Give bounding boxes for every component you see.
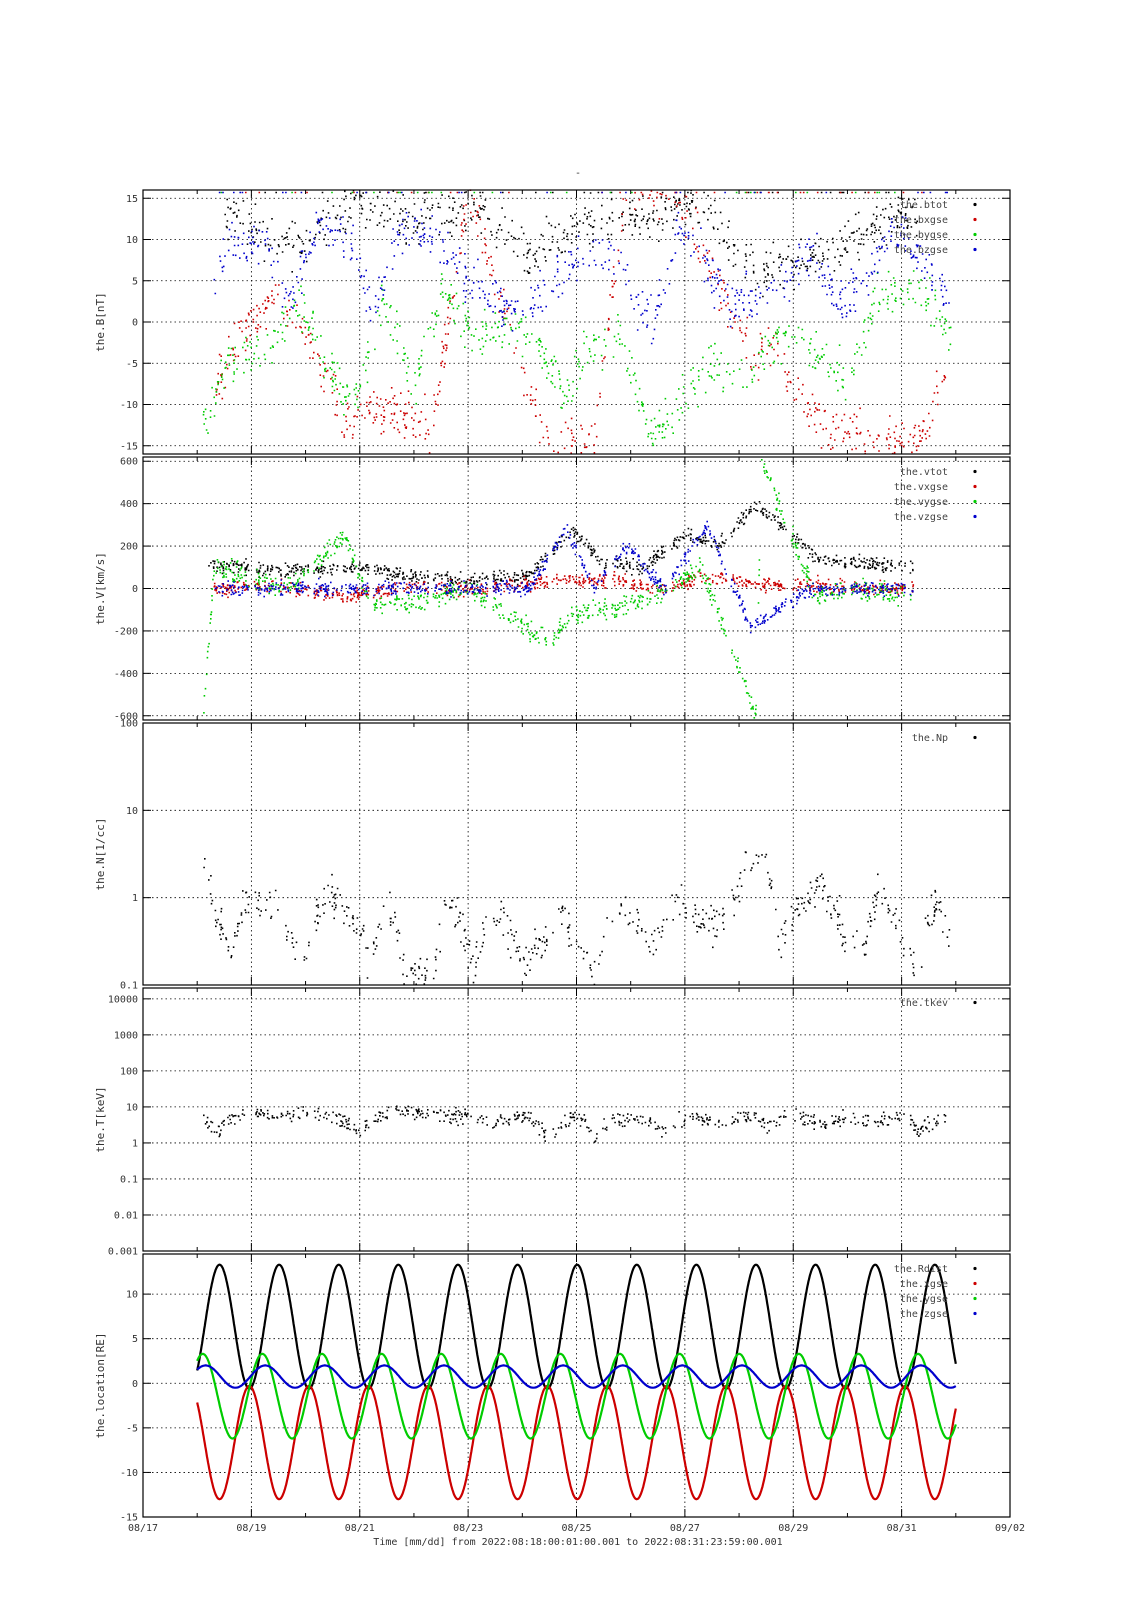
series-points-the-vzgse (214, 520, 914, 634)
y-tick-label: 0.1 (120, 980, 138, 991)
y-tick-label: 0 (132, 1379, 138, 1390)
legend-entry-the-vzgse: the.vzgse (894, 512, 948, 523)
x-tick-label: 09/02 (995, 1523, 1025, 1534)
legend-marker (973, 1311, 977, 1316)
x-tick-label: 08/21 (345, 1523, 375, 1534)
y-tick-label: 600 (120, 457, 138, 468)
panel-4: 10000 1000 100 10 1 0.1 0.01 0.001 the.T[keV] the… (94, 987, 1011, 1257)
y-axis-label: the.N[1/cc] (94, 818, 107, 891)
y-tick-label: 0.001 (108, 1246, 138, 1257)
x-axis: 08/17 08/19 08/21 08/23 08/25 08/27 08/29 08/31… (128, 1523, 1025, 1534)
y-tick-label: 100 (120, 1066, 138, 1077)
y-tick-label: -10 (120, 400, 138, 411)
legend-entry-the-Rdist: the.Rdist (894, 1264, 948, 1275)
panel-3: 100 10 1 0.1 the.N[1/cc] the.Np (94, 719, 1011, 991)
legend-marker (973, 499, 977, 504)
legend-marker (973, 1000, 977, 1005)
legend-marker (973, 1296, 977, 1301)
y-tick-label: 5 (132, 276, 138, 287)
x-tick-label: 08/27 (670, 1523, 700, 1534)
legend-marker (973, 1266, 977, 1271)
page-title-mark: - (575, 168, 581, 179)
legend-marker (973, 469, 977, 474)
y-tick-label: 10 (126, 1102, 138, 1113)
legend-marker (973, 217, 977, 222)
x-tick-label: 08/23 (453, 1523, 483, 1534)
series-line-the-zgse (196, 1364, 957, 1389)
legend-entry-the-vtot: the.vtot (900, 467, 948, 478)
y-tick-label: 0.01 (114, 1210, 138, 1221)
x-tick-label: 08/17 (128, 1523, 158, 1534)
y-tick-label: 100 (120, 719, 138, 730)
y-tick-label: 15 (126, 194, 138, 205)
y-tick-label: 0 (132, 584, 138, 595)
y-tick-label: 200 (120, 542, 138, 553)
y-tick-label: -600 (114, 711, 138, 722)
y-axis-label: the.location[RE] (94, 1333, 107, 1439)
panel-2: 600 400 200 0 -200 -400 -600 the.V[km/s] the.vto… (94, 456, 1011, 722)
legend-entry-the-tkev: the.tkev (900, 998, 948, 1009)
y-axis-label: the.V[km/s] (94, 552, 107, 625)
series-line-the-Rdist (196, 1263, 957, 1390)
panel-1-data (202, 189, 952, 455)
legend-entry-the-xgse: the.xgse (900, 1279, 948, 1290)
series-points-the-bygse (202, 191, 952, 447)
x-tick-label: 08/29 (778, 1523, 808, 1534)
legend-marker (973, 232, 977, 237)
panel-1: 15 10 5 0 -5 -10 -15 the.B[nT] the.btot the.bxgse… (94, 189, 1011, 455)
x-tick-label: 08/19 (236, 1523, 266, 1534)
legend-entry-the-bygse: the.bygse (894, 230, 948, 241)
panel-2-data (203, 459, 915, 719)
panels: 151050-5-10-15the.B[nT]the.btotthe.bxgse… (94, 189, 1011, 1524)
series-line-the-ygse (196, 1352, 957, 1440)
y-tick-label: 400 (120, 499, 138, 510)
y-tick-label: 0 (132, 318, 138, 329)
y-tick-label: 1 (132, 893, 138, 904)
y-tick-label: 10 (126, 806, 138, 817)
series-points-the-Np (203, 851, 951, 986)
y-tick-label: 10 (126, 235, 138, 246)
y-axis-label: the.B[nT] (94, 292, 107, 352)
legend-entry-the-zgse: the.zgse (900, 1309, 948, 1320)
panel-5-data (196, 1263, 957, 1501)
y-tick-label: 1000 (114, 1030, 138, 1041)
y-tick-label: -10 (120, 1468, 138, 1479)
legend-marker (973, 735, 977, 740)
panel-4-data (203, 1105, 947, 1143)
x-axis-title: Time [mm/dd] from 2022:08:18:00:01:00.00… (373, 1537, 782, 1548)
panel-3-data (203, 851, 951, 986)
x-tick-label: 08/31 (887, 1523, 917, 1534)
legend-entry-the-vxgse: the.vxgse (894, 482, 948, 493)
legend-marker (973, 1281, 977, 1286)
legend-marker (973, 202, 977, 207)
y-tick-label: -15 (120, 1513, 138, 1524)
legend-marker (973, 247, 977, 252)
y-tick-label: 10000 (108, 994, 138, 1005)
series-line-the-xgse (196, 1384, 957, 1501)
legend-entry-the-bzgse: the.bzgse (894, 245, 948, 256)
legend-entry-the-bxgse: the.bxgse (894, 215, 948, 226)
y-tick-label: 1 (132, 1138, 138, 1149)
y-tick-label: -5 (126, 1423, 138, 1434)
series-points-the-tkev (203, 1105, 947, 1143)
y-tick-label: 10 (126, 1290, 138, 1301)
y-tick-label: 0.1 (120, 1174, 138, 1185)
series-points-the-bzgse (213, 191, 950, 345)
x-tick-label: 08/25 (561, 1523, 591, 1534)
y-tick-label: 5 (132, 1334, 138, 1345)
legend-marker (973, 484, 977, 489)
y-tick-label: -400 (114, 669, 138, 680)
legend-entry-the-Np: the.Np (912, 733, 948, 744)
legend-marker (973, 514, 977, 519)
y-tick-label: -200 (114, 626, 138, 637)
y-tick-label: -5 (126, 359, 138, 370)
legend-entry-the-vygse: the.vygse (894, 497, 948, 508)
legend-entry-the-ygse: the.ygse (900, 1294, 948, 1305)
legend-entry-the-btot: the.btot (900, 200, 948, 211)
panel-5: 10 5 0 -5 -10 -15 the.location[RE] the.Rdist the… (94, 1253, 1011, 1524)
series-points-the-vtot (208, 501, 914, 587)
y-axis-label: the.T[keV] (94, 1086, 107, 1152)
y-tick-label: -15 (120, 441, 138, 452)
